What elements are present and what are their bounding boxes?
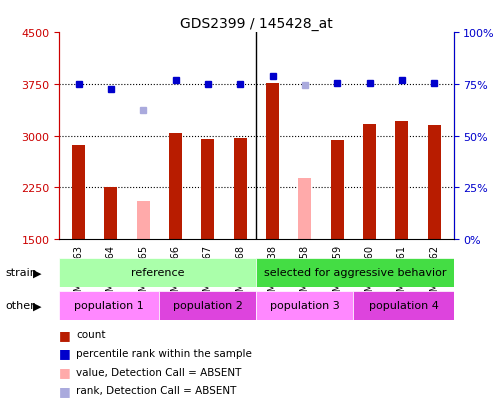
Text: ■: ■ (59, 365, 71, 378)
Bar (105, 187, 117, 240)
Text: other: other (5, 301, 35, 311)
Text: population 3: population 3 (270, 301, 340, 311)
FancyBboxPatch shape (256, 258, 454, 287)
Text: rank, Detection Call = ABSENT: rank, Detection Call = ABSENT (76, 385, 237, 395)
Text: reference: reference (131, 268, 184, 278)
Bar (298, 179, 311, 240)
Text: ▶: ▶ (33, 301, 41, 311)
Text: population 1: population 1 (74, 301, 144, 311)
Bar (202, 140, 214, 240)
Bar (428, 125, 441, 240)
Text: ■: ■ (59, 384, 71, 397)
Text: ▶: ▶ (33, 268, 41, 278)
Text: strain: strain (5, 268, 37, 278)
Text: selected for aggressive behavior: selected for aggressive behavior (264, 268, 446, 278)
Bar (234, 139, 246, 240)
Bar (363, 125, 376, 240)
Text: ■: ■ (59, 328, 71, 341)
FancyBboxPatch shape (59, 291, 159, 320)
Text: count: count (76, 330, 106, 339)
Bar (169, 133, 182, 240)
Bar (331, 141, 344, 240)
Bar (137, 202, 150, 240)
Bar (266, 84, 279, 240)
Text: value, Detection Call = ABSENT: value, Detection Call = ABSENT (76, 367, 242, 377)
Text: ■: ■ (59, 347, 71, 360)
FancyBboxPatch shape (159, 291, 256, 320)
FancyBboxPatch shape (353, 291, 454, 320)
Text: population 4: population 4 (368, 301, 438, 311)
Bar (72, 145, 85, 240)
Text: population 2: population 2 (173, 301, 243, 311)
Title: GDS2399 / 145428_at: GDS2399 / 145428_at (180, 17, 333, 31)
Bar (395, 122, 408, 240)
Text: percentile rank within the sample: percentile rank within the sample (76, 348, 252, 358)
FancyBboxPatch shape (59, 258, 256, 287)
FancyBboxPatch shape (256, 291, 353, 320)
